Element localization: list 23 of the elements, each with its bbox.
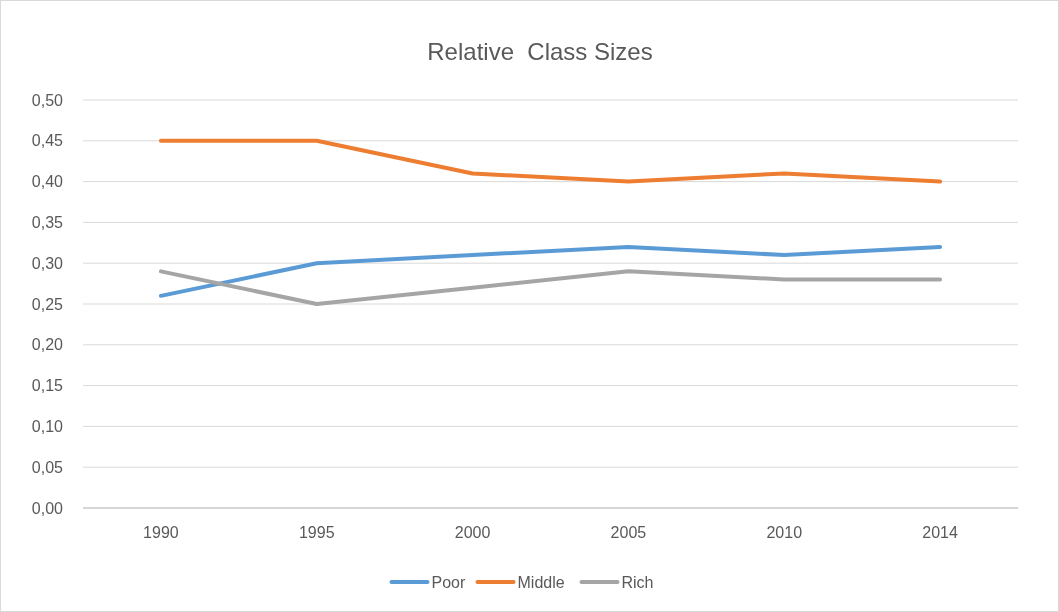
x-tick-label: 2005 bbox=[610, 524, 647, 541]
legend-label: Rich bbox=[621, 573, 654, 591]
y-tick-label: 0,20 bbox=[31, 336, 64, 354]
y-tick-label: 0,25 bbox=[31, 295, 64, 313]
x-tick-label: 1990 bbox=[143, 524, 179, 541]
line-series bbox=[158, 269, 943, 306]
y-tick-label: 0,05 bbox=[31, 458, 64, 476]
x-tick-label: 1995 bbox=[298, 524, 335, 541]
y-tick-label: 0,10 bbox=[31, 418, 64, 435]
x-tick-label: 2014 bbox=[922, 524, 958, 541]
y-tick-label: 0,15 bbox=[31, 377, 64, 395]
y-tick-label: 0,00 bbox=[31, 499, 64, 517]
y-tick-label: 0,35 bbox=[31, 214, 64, 231]
y-tick-label: 0,40 bbox=[31, 173, 64, 191]
chart-title: Relative Class Sizes bbox=[427, 38, 653, 65]
x-tick-label: 2000 bbox=[454, 524, 491, 541]
legend-label: Middle bbox=[517, 573, 565, 591]
y-tick-label: 0,30 bbox=[31, 254, 64, 272]
legend-label: Poor bbox=[431, 573, 466, 591]
line-series bbox=[158, 244, 943, 298]
x-tick-label: 2010 bbox=[766, 524, 803, 541]
y-tick-label: 0,50 bbox=[31, 91, 64, 109]
y-tick-label: 0,45 bbox=[31, 132, 64, 150]
